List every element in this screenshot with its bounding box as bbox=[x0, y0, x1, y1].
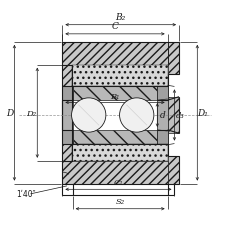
Text: D₂: D₂ bbox=[26, 109, 36, 117]
Polygon shape bbox=[167, 97, 178, 134]
Circle shape bbox=[71, 98, 105, 133]
Polygon shape bbox=[157, 87, 167, 144]
Polygon shape bbox=[62, 65, 71, 161]
Text: d₃: d₃ bbox=[175, 112, 184, 119]
Text: d: d bbox=[159, 111, 164, 120]
Polygon shape bbox=[71, 144, 167, 161]
Text: C₁: C₁ bbox=[113, 178, 123, 186]
Polygon shape bbox=[167, 156, 178, 184]
Text: D: D bbox=[6, 109, 13, 118]
Text: B₂: B₂ bbox=[115, 12, 125, 21]
Text: D₁: D₁ bbox=[197, 109, 207, 118]
Polygon shape bbox=[62, 43, 167, 65]
Polygon shape bbox=[62, 161, 167, 184]
Polygon shape bbox=[62, 87, 72, 144]
Polygon shape bbox=[157, 130, 167, 144]
Text: C: C bbox=[111, 22, 118, 31]
Text: S₂: S₂ bbox=[115, 197, 124, 205]
Circle shape bbox=[119, 98, 153, 133]
Text: 1ʹ40″: 1ʹ40″ bbox=[17, 190, 36, 198]
Polygon shape bbox=[157, 87, 167, 101]
Polygon shape bbox=[62, 87, 72, 101]
Polygon shape bbox=[71, 65, 167, 87]
Polygon shape bbox=[62, 87, 167, 101]
Polygon shape bbox=[62, 130, 72, 144]
Polygon shape bbox=[62, 130, 167, 144]
Text: B₁: B₁ bbox=[110, 92, 119, 100]
Polygon shape bbox=[167, 43, 178, 75]
